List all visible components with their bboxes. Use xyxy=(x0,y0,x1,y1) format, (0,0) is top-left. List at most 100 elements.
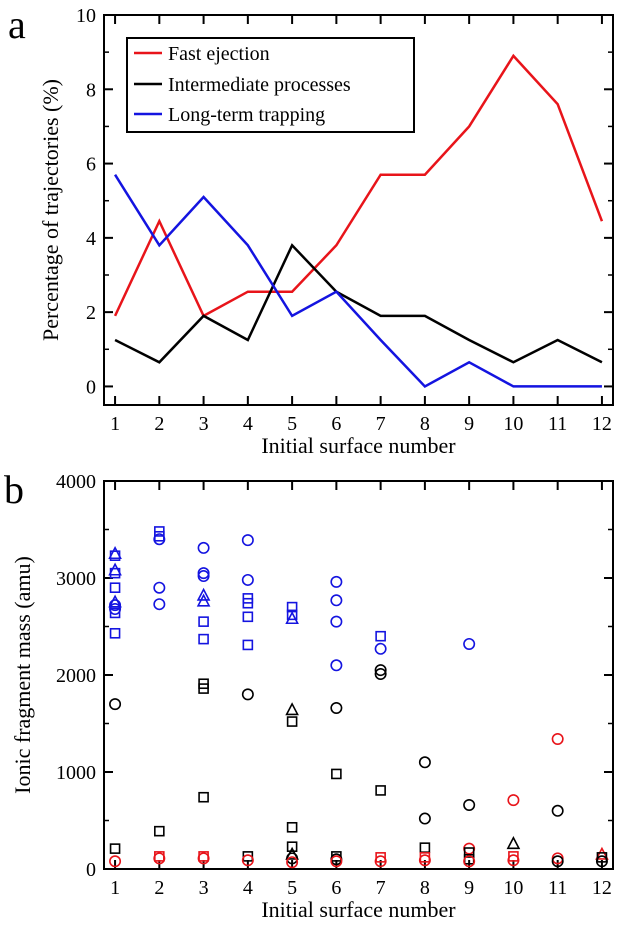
point-triangle xyxy=(285,611,299,625)
point-square xyxy=(375,785,386,796)
point-circle xyxy=(507,794,520,807)
point-square xyxy=(242,611,254,623)
point-circle xyxy=(595,855,608,868)
point-square xyxy=(109,843,121,854)
point-circle xyxy=(374,855,387,868)
series-line-fast-ejection xyxy=(113,53,604,318)
point-circle xyxy=(330,594,343,607)
point-circle xyxy=(286,856,299,869)
point-circle xyxy=(109,599,122,612)
x-tick-label: 10 xyxy=(503,877,523,899)
point-square xyxy=(109,567,121,579)
x-tick-label: 8 xyxy=(420,877,430,899)
y-axis-label: Ionic fragment mass (amu) xyxy=(10,556,35,794)
point-square xyxy=(242,597,254,609)
point-circle xyxy=(197,570,210,583)
y-tick-label: 0 xyxy=(86,859,96,881)
point-circle xyxy=(551,804,564,817)
point-square xyxy=(198,616,209,627)
point-circle xyxy=(330,615,343,628)
legend: Fast ejection Intermediate processes Lon… xyxy=(126,37,415,133)
x-axis-label: Initial surface number xyxy=(261,433,456,458)
point-square xyxy=(109,582,121,594)
point-circle xyxy=(551,733,564,746)
point-square xyxy=(242,639,254,651)
plot-frame xyxy=(103,480,614,870)
point-circle xyxy=(241,534,254,547)
x-tick-label: 6 xyxy=(331,413,341,435)
point-circle xyxy=(197,541,210,554)
point-circle xyxy=(418,756,431,769)
point-triangle xyxy=(196,593,211,607)
panel-a-label: a xyxy=(8,2,26,47)
point-circle xyxy=(374,668,387,681)
point-triangle xyxy=(285,702,299,716)
point-square xyxy=(198,633,209,645)
x-tick-label: 2 xyxy=(154,877,164,899)
point-circle xyxy=(463,637,476,650)
point-square xyxy=(109,550,121,561)
point-square xyxy=(286,841,298,852)
point-circle xyxy=(153,598,166,611)
x-tick-label: 8 xyxy=(420,413,430,435)
plot-frame xyxy=(103,14,614,406)
point-square xyxy=(154,825,165,837)
legend-label-long-term: Long-term trapping xyxy=(168,104,325,126)
point-circle xyxy=(463,855,476,868)
x-axis-label: Initial surface number xyxy=(261,897,456,922)
y-tick-label: 10 xyxy=(76,5,96,27)
point-circle xyxy=(153,581,166,594)
x-tick-label: 7 xyxy=(376,413,386,435)
x-tick-label: 9 xyxy=(464,877,474,899)
legend-label-fast-ejection: Fast ejection xyxy=(168,43,270,65)
point-circle xyxy=(330,855,343,868)
x-tick-label: 4 xyxy=(243,413,253,435)
point-circle xyxy=(241,688,254,701)
x-tick-label: 12 xyxy=(592,413,612,435)
point-circle xyxy=(330,659,343,672)
point-circle xyxy=(286,852,299,865)
y-tick-label: 4 xyxy=(86,228,96,250)
x-tick-label: 5 xyxy=(287,413,297,435)
point-circle xyxy=(463,798,476,811)
point-square xyxy=(154,530,165,542)
x-tick-label: 1 xyxy=(110,413,120,435)
point-square xyxy=(286,609,298,621)
y-tick-label: 1000 xyxy=(56,762,96,784)
point-circle xyxy=(374,642,387,655)
y-tick-label: 2000 xyxy=(56,665,96,687)
point-triangle xyxy=(108,546,122,560)
series-line-long-term-trapping xyxy=(114,174,602,388)
point-triangle xyxy=(196,587,211,601)
point-square xyxy=(375,630,386,642)
y-tick-label: 4000 xyxy=(56,471,96,493)
point-circle xyxy=(109,698,122,711)
x-tick-label: 2 xyxy=(154,413,164,435)
x-tick-label: 3 xyxy=(199,877,209,899)
point-circle xyxy=(418,854,431,867)
point-circle xyxy=(330,575,343,588)
x-tick-label: 5 xyxy=(287,877,297,899)
x-tick-label: 3 xyxy=(199,413,209,435)
point-square xyxy=(331,768,342,780)
point-square xyxy=(286,821,298,833)
x-tick-label: 6 xyxy=(331,877,341,899)
point-square xyxy=(109,627,121,639)
point-circle xyxy=(374,664,387,677)
point-circle xyxy=(197,852,210,865)
x-tick-label: 4 xyxy=(243,877,253,899)
x-tick-label: 12 xyxy=(592,877,612,899)
point-triangle xyxy=(506,836,521,850)
point-circle xyxy=(241,573,254,586)
x-tick-label: 11 xyxy=(548,413,567,435)
y-tick-label: 8 xyxy=(86,79,96,101)
y-tick-label: 3000 xyxy=(56,568,96,590)
point-triangle xyxy=(595,846,609,860)
point-square xyxy=(198,683,209,694)
point-circle xyxy=(330,701,343,714)
point-square xyxy=(463,847,475,858)
point-square xyxy=(419,842,431,853)
x-tick-label: 1 xyxy=(110,877,120,899)
